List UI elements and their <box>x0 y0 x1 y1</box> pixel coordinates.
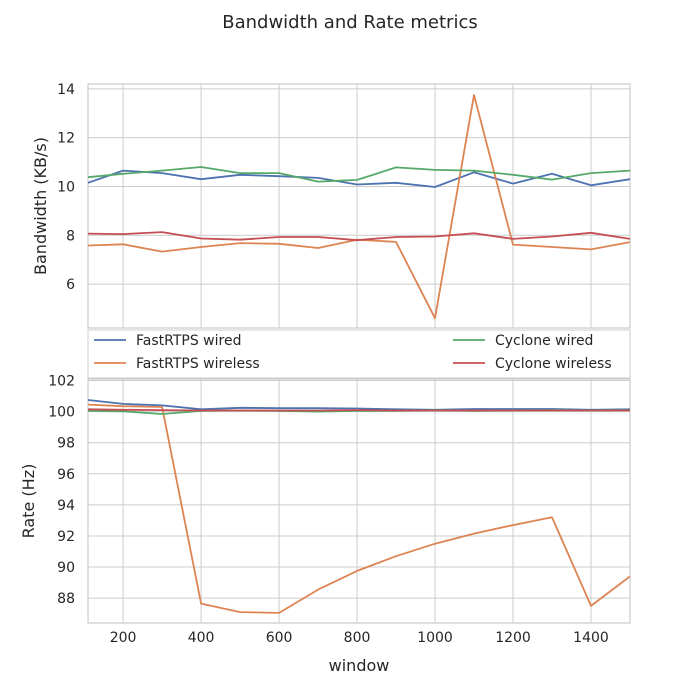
legend-label-cyclone-wired: Cyclone wired <box>495 333 593 349</box>
rate-series-cyclone-wireless <box>88 408 630 412</box>
rate-y-tick-label: 96 <box>57 467 75 483</box>
rate-y-tick-label: 94 <box>57 498 75 514</box>
rate-series-fastrtps-wireless <box>88 403 630 614</box>
legend-label-fastrtps-wireless: FastRTPS wireless <box>136 356 260 372</box>
bandwidth-y-tick-label: 8 <box>66 228 75 244</box>
rate-y-tick-label: 92 <box>57 529 75 545</box>
legend-frame <box>87 329 631 379</box>
rate-plot: 200 400 600 800 1000 1200 1400 88 90 92 94 96 98 100 1… <box>19 374 631 675</box>
rate-plot-area <box>88 379 630 623</box>
rate-frame <box>87 378 631 624</box>
rate-x-tick-label: 800 <box>344 630 371 646</box>
bandwidth-plot: 6 8 10 12 14 Bandwidth (KB/s) <box>31 82 631 329</box>
legend-label-fastrtps-wired: FastRTPS wired <box>136 333 241 349</box>
legend-label-cyclone-wireless: Cyclone wireless <box>495 356 612 372</box>
rate-y-tick-label: 90 <box>57 560 75 576</box>
bandwidth-y-axis-label: Bandwidth (KB/s) <box>31 137 50 275</box>
bandwidth-series-cyclone-wired <box>88 166 630 183</box>
rate-y-tick-label: 88 <box>57 591 75 607</box>
rate-y-tick-label: 98 <box>57 436 75 452</box>
bandwidth-y-tick-label: 10 <box>57 179 75 195</box>
figure-title: Bandwidth and Rate metrics <box>222 12 477 33</box>
rate-y-axis-label: Rate (Hz) <box>19 464 38 539</box>
bandwidth-plot-area <box>88 84 630 328</box>
bandwidth-series-fastrtps-wired <box>88 169 630 188</box>
rate-x-tick-label: 200 <box>110 630 137 646</box>
rate-x-tick-label: 600 <box>266 630 293 646</box>
rate-x-tick-label: 1400 <box>573 630 609 646</box>
rate-x-tick-label: 400 <box>188 630 215 646</box>
legend: FastRTPS wired FastRTPS wireless Cyclone… <box>87 329 631 379</box>
bandwidth-y-tick-label: 6 <box>66 277 75 293</box>
rate-x-tick-label: 1200 <box>495 630 531 646</box>
rate-x-tick-label: 1000 <box>417 630 453 646</box>
rate-y-tick-label: 100 <box>48 405 75 421</box>
bandwidth-frame <box>87 83 631 329</box>
rate-x-axis-label: window <box>329 656 390 675</box>
bandwidth-y-tick-label: 12 <box>57 131 75 147</box>
rate-series-fastrtps-wired <box>88 399 630 411</box>
rate-y-tick-label: 102 <box>48 374 75 390</box>
bandwidth-y-tick-label: 14 <box>57 82 75 98</box>
bandwidth-series-cyclone-wireless <box>88 231 630 242</box>
